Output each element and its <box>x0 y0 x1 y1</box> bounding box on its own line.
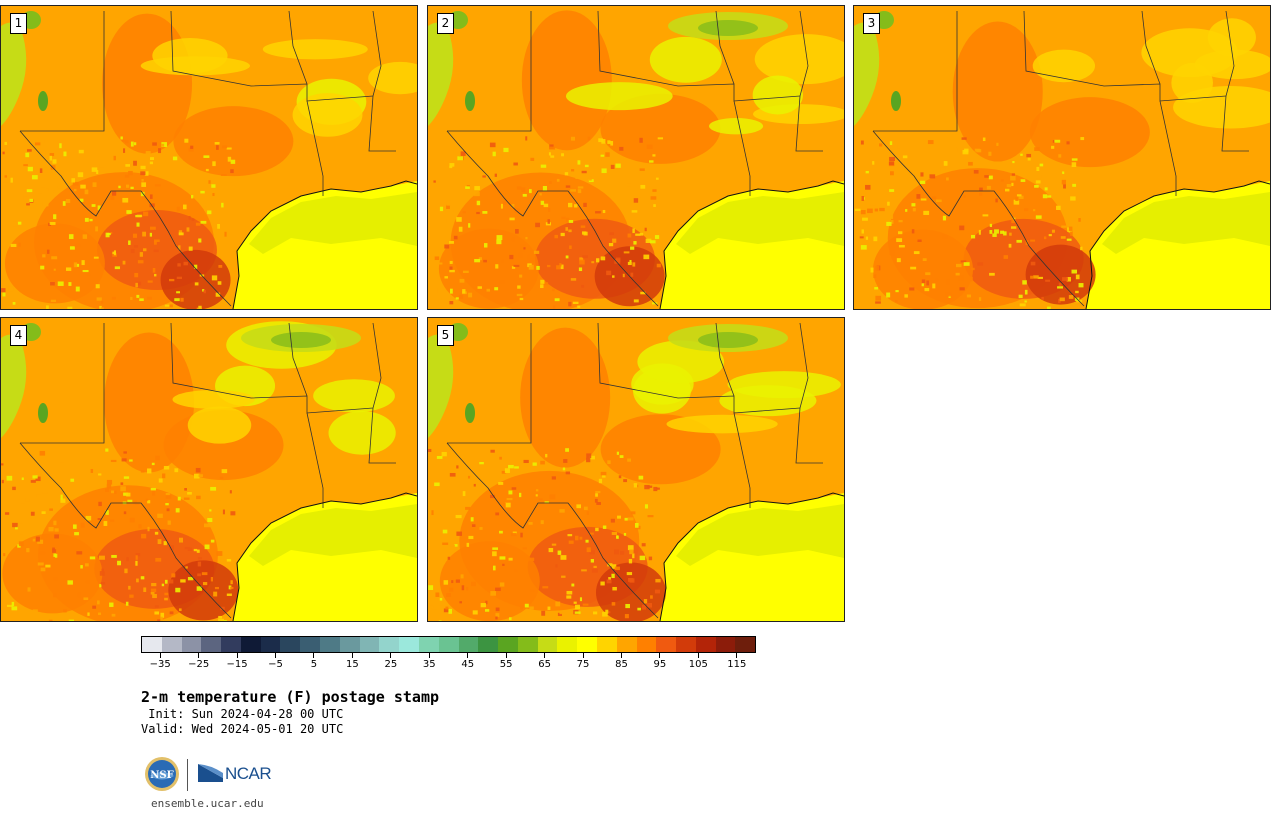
colorbar-swatch <box>596 637 617 652</box>
postage-stamp-panel-1: 1 <box>0 5 418 310</box>
postage-stamp-panel-5: 5 <box>427 317 845 622</box>
colorbar-swatch <box>478 637 499 652</box>
colorbar-tick <box>351 653 353 658</box>
colorbar-swatch <box>181 637 202 652</box>
colorbar-tick <box>198 653 200 658</box>
colorbar-swatch <box>557 637 578 652</box>
colorbar-tick <box>428 653 430 658</box>
colorbar-swatch <box>260 637 281 652</box>
temperature-map-2 <box>428 6 844 309</box>
temperature-map-5 <box>428 318 844 621</box>
colorbar-swatch <box>379 637 400 652</box>
colorbar-tick <box>159 653 161 658</box>
ncar-logo-text: NCAR <box>225 764 272 783</box>
colorbar-tick-label: −15 <box>226 659 248 670</box>
colorbar-tick <box>236 653 238 658</box>
temperature-map-3 <box>854 6 1270 309</box>
panel-label-1: 1 <box>10 13 27 34</box>
colorbar-tick-label: 25 <box>384 659 398 670</box>
colorbar-swatch <box>142 637 162 652</box>
colorbar-swatch <box>636 637 657 652</box>
nsf-logo-text: NSF <box>150 770 173 781</box>
colorbar-tick <box>275 653 277 658</box>
colorbar-tick <box>505 653 507 658</box>
init-time: Init: Sun 2024-04-28 00 UTC <box>141 707 344 721</box>
colorbar-tick-label: 105 <box>688 659 708 670</box>
logo-divider <box>187 759 188 791</box>
colorbar-swatch <box>339 637 360 652</box>
colorbar-swatch <box>676 637 696 652</box>
colorbar-swatch <box>517 637 538 652</box>
colorbar-tick-label: 85 <box>615 659 628 670</box>
colorbar-tick <box>390 653 392 658</box>
colorbar-tick-label: 15 <box>346 659 359 670</box>
colorbar-tick-label: 35 <box>422 659 436 670</box>
colorbar-swatch <box>537 637 558 652</box>
postage-stamp-panel-2: 2 <box>427 5 845 310</box>
colorbar-tick-label: −5 <box>268 659 283 670</box>
chart-title: 2-m temperature (F) postage stamp <box>141 688 440 706</box>
colorbar-tick-label: 5 <box>310 659 318 670</box>
colorbar-swatch <box>695 637 716 652</box>
colorbar-tick <box>313 653 315 658</box>
colorbar-tick <box>582 653 584 658</box>
nsf-logo-icon: NSF <box>145 757 179 791</box>
valid-time: Valid: Wed 2024-05-01 20 UTC <box>141 722 344 736</box>
colorbar-swatch <box>359 637 380 652</box>
colorbar-tick-label: 45 <box>461 659 475 670</box>
colorbar-swatch <box>498 637 518 652</box>
temperature-map-4 <box>1 318 417 621</box>
colorbar-swatch <box>320 637 340 652</box>
colorbar-tick-label: 55 <box>499 659 513 670</box>
colorbar-swatch <box>221 637 241 652</box>
colorbar-tick <box>697 653 699 658</box>
colorbar-tick <box>736 653 738 658</box>
colorbar-swatch <box>458 637 479 652</box>
postage-stamp-panel-4: 4 <box>0 317 418 622</box>
colorbar-tick-label: −35 <box>149 659 171 670</box>
panel-label-4: 4 <box>10 325 27 346</box>
temperature-map-1 <box>1 6 417 309</box>
colorbar-swatch <box>300 637 321 652</box>
temperature-colorbar <box>141 636 756 653</box>
colorbar-swatch <box>280 637 301 652</box>
colorbar-swatch <box>577 637 597 652</box>
colorbar-swatch <box>399 637 419 652</box>
colorbar-swatch <box>438 637 459 652</box>
colorbar-tick-label: 65 <box>538 659 551 670</box>
colorbar-tick-label: 115 <box>727 659 747 670</box>
colorbar-swatch <box>656 637 677 652</box>
panel-label-5: 5 <box>437 325 454 346</box>
colorbar-tick <box>544 653 546 658</box>
colorbar-swatch <box>616 637 637 652</box>
panel-label-2: 2 <box>437 13 454 34</box>
colorbar-swatch <box>161 637 182 652</box>
ncar-logo-icon <box>198 764 223 782</box>
colorbar-swatch <box>240 637 261 652</box>
colorbar-tick-label: 95 <box>653 659 667 670</box>
colorbar-swatch <box>735 637 756 652</box>
colorbar-tick <box>467 653 469 658</box>
panel-label-3: 3 <box>863 13 880 34</box>
colorbar-tick <box>659 653 661 658</box>
colorbar-swatch <box>418 637 439 652</box>
colorbar-tick-label: −25 <box>188 659 210 670</box>
colorbar-swatch <box>201 637 222 652</box>
colorbar-tick <box>620 653 622 658</box>
colorbar-ticks: −35 −25 −15 −5 5 15 25 35 45 55 65 75 85 95 105 115 <box>141 653 756 673</box>
website-url: ensemble.ucar.edu <box>151 797 264 810</box>
colorbar-tick-label: 75 <box>576 659 590 670</box>
colorbar-swatch <box>715 637 736 652</box>
postage-stamp-panel-3: 3 <box>853 5 1271 310</box>
